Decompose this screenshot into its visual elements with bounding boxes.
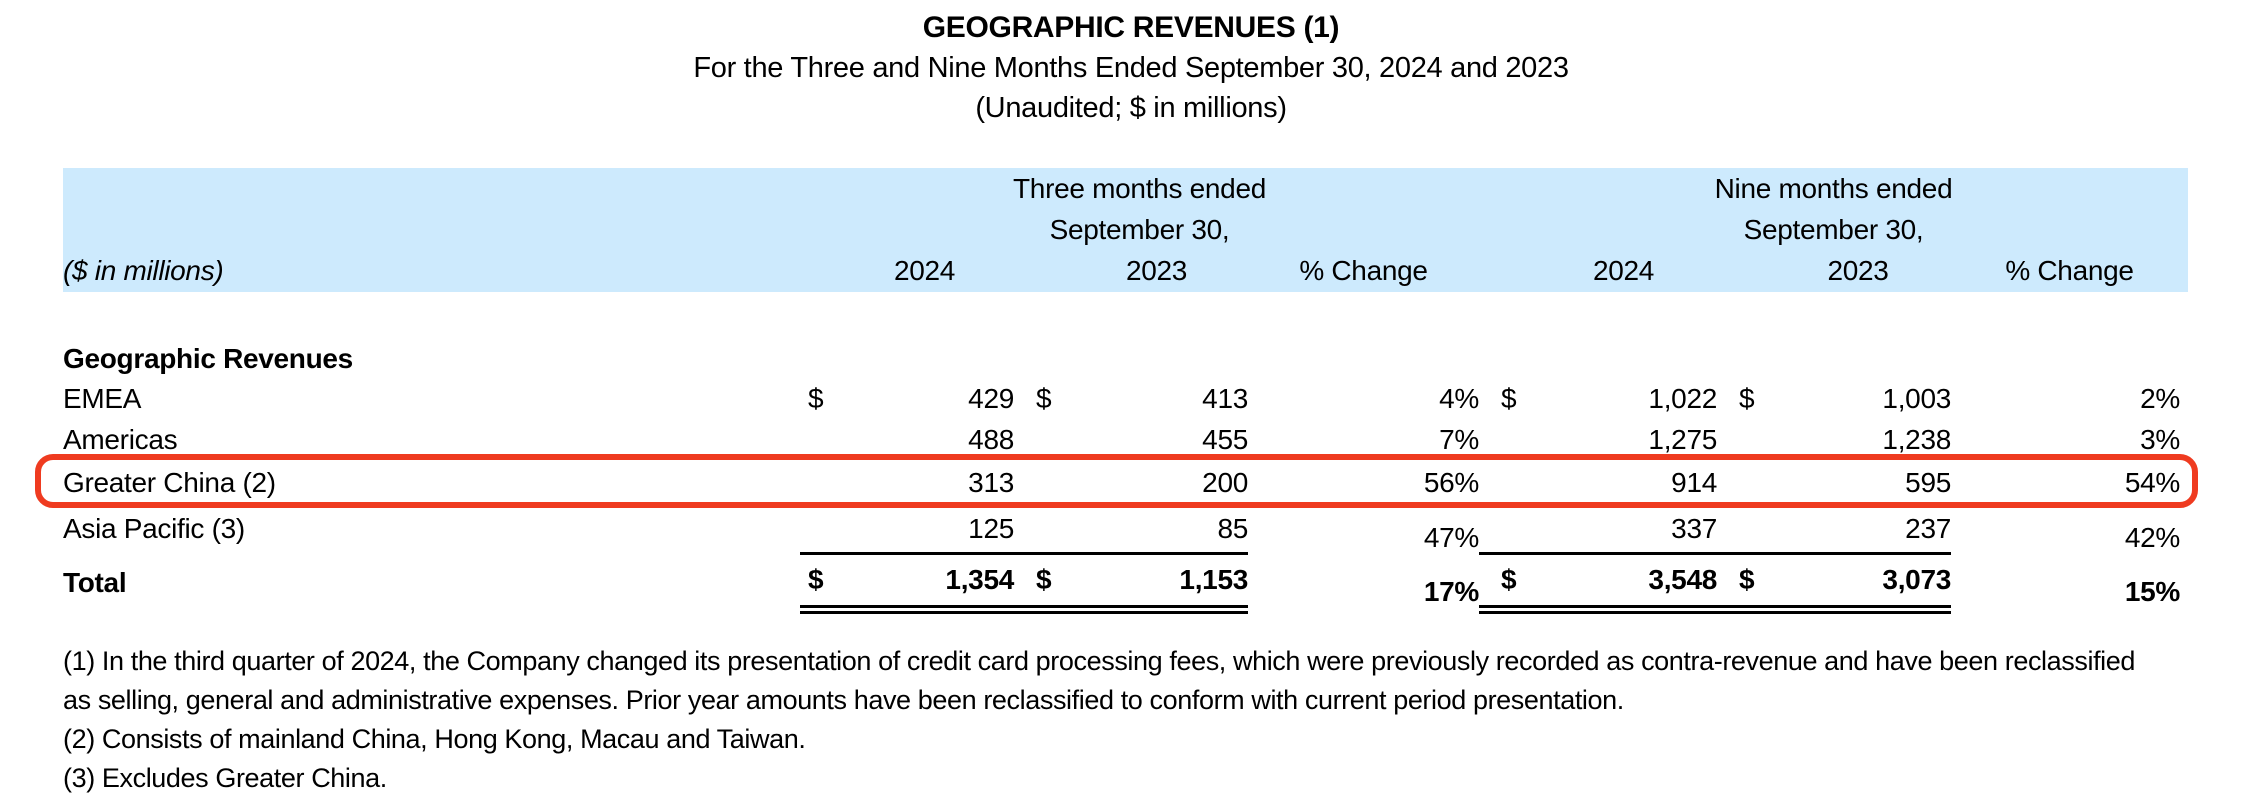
row-total-3mo-pct: 17% (1423, 576, 1479, 607)
band-spacer (63, 210, 800, 250)
row-total-dollar-9mo-2024: $ (1479, 552, 1530, 614)
header-9mo-2023: 2023 (1765, 250, 1951, 292)
row-emea-dollar-3mo-2024: $ (808, 382, 824, 414)
row-greater-china-3mo-2024: 313 (968, 467, 1014, 498)
row-emea-dollar-9mo-2024: $ (1501, 382, 1517, 414)
footnote-1-line-1: (1) In the third quarter of 2024, the Co… (63, 646, 2136, 676)
geographic-revenues-table: Three months ended Nine months ended Sep… (63, 168, 2188, 614)
row-emea-dollar-9mo-2023: $ (1739, 382, 1755, 414)
row-greater-china-3mo-pct: 56% (1423, 467, 1479, 498)
header-9mo-2024: 2024 (1530, 250, 1717, 292)
row-total-9mo-2024: 3,548 (1530, 552, 1717, 614)
row-asia-pacific-9mo-2024: 337 (1671, 513, 1717, 544)
row-greater-china-9mo-2023: 595 (1905, 467, 1951, 498)
row-americas-label: Americas (63, 423, 178, 455)
header-3mo-pct-change: % Change (1248, 250, 1479, 292)
footnote-1-line-2: as selling, general and administrative e… (63, 685, 1624, 715)
title-block: GEOGRAPHIC REVENUES (1) For the Three an… (0, 8, 2262, 128)
title-unaudited: (Unaudited; $ in millions) (975, 92, 1287, 124)
table-spacer (63, 292, 2188, 340)
row-emea-label: EMEA (63, 382, 142, 414)
row-emea-dollar-3mo-2023: $ (1036, 382, 1052, 414)
row-asia-pacific-9mo-pct: 42% (2124, 522, 2180, 553)
row-emea-3mo-pct: 4% (1439, 382, 1479, 414)
footnotes: (1) In the third quarter of 2024, the Co… (63, 642, 2223, 796)
row-total-label: Total (63, 567, 127, 598)
header-3mo-2024: 2024 (835, 250, 1014, 292)
row-asia-pacific-3mo-pct: 47% (1423, 522, 1479, 553)
row-americas-9mo-2023: 1,238 (1882, 423, 1951, 455)
page-title: GEOGRAPHIC REVENUES (1) (922, 11, 1340, 44)
header-nine-months-group: Nine months ended (1479, 168, 2188, 210)
section-label: Geographic Revenues (63, 343, 353, 374)
header-three-months-group: Three months ended (800, 168, 1479, 210)
row-emea-9mo-pct: 2% (2140, 382, 2180, 414)
row-americas-9mo-pct: 3% (2140, 423, 2180, 455)
row-total-9mo-pct: 15% (2124, 576, 2180, 607)
band-spacer (63, 168, 800, 210)
row-greater-china-label: Greater China (2) (63, 467, 276, 498)
row-americas-3mo-pct: 7% (1439, 423, 1479, 455)
row-emea-9mo-2024: 1,022 (1648, 382, 1717, 414)
row-emea-3mo-2023: 413 (1202, 382, 1248, 414)
row-greater-china-9mo-pct: 54% (2124, 467, 2180, 498)
row-total-9mo-2023: 3,073 (1765, 552, 1951, 614)
row-asia-pacific-9mo-2023: 237 (1905, 513, 1951, 544)
row-total-dollar-3mo-2024: $ (800, 552, 835, 614)
row-total-3mo-2023: 1,153 (1065, 552, 1248, 614)
row-emea-3mo-2024: 429 (968, 382, 1014, 414)
header-9mo-pct-change: % Change (1951, 250, 2188, 292)
row-asia-pacific-3mo-2024: 125 (968, 513, 1014, 544)
footnote-3: (3) Excludes Greater China. (63, 763, 387, 793)
header-3mo-2023: 2023 (1065, 250, 1248, 292)
row-asia-pacific-3mo-2023: 85 (1217, 513, 1248, 544)
row-asia-pacific-label: Asia Pacific (3) (63, 513, 245, 544)
row-total-dollar-9mo-2023: $ (1717, 552, 1765, 614)
row-emea-9mo-2023: 1,003 (1882, 382, 1951, 414)
row-americas-3mo-2024: 488 (968, 423, 1014, 455)
title-period: For the Three and Nine Months Ended Sept… (693, 52, 1569, 84)
row-greater-china-9mo-2024: 914 (1671, 467, 1717, 498)
row-total-3mo-2024: 1,354 (835, 552, 1014, 614)
row-americas-9mo-2024: 1,275 (1648, 423, 1717, 455)
row-americas-3mo-2023: 455 (1202, 423, 1248, 455)
row-greater-china-3mo-2023: 200 (1202, 467, 1248, 498)
units-label: ($ in millions) (63, 250, 800, 292)
header-september-three: September 30, (800, 210, 1479, 250)
header-september-nine: September 30, (1479, 210, 2188, 250)
footnote-2: (2) Consists of mainland China, Hong Kon… (63, 724, 806, 754)
row-total-dollar-3mo-2023: $ (1014, 552, 1065, 614)
